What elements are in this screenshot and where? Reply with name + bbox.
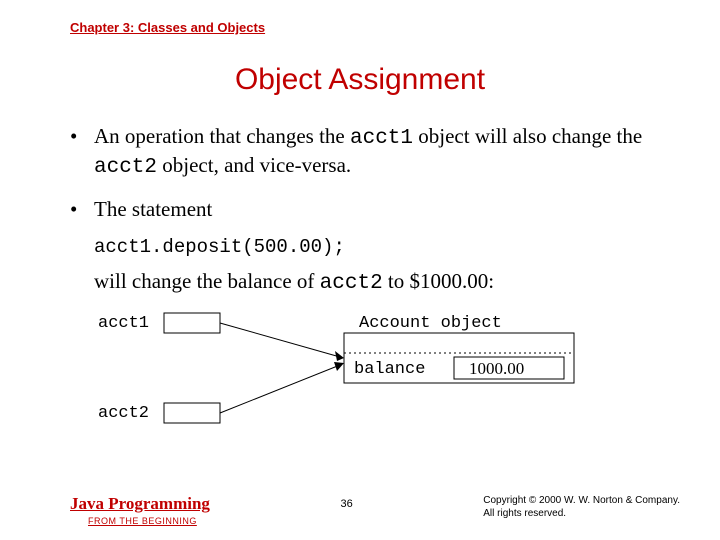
diagram-svg: acct1 acct2 Account object balance 1000.… xyxy=(94,307,614,437)
bullet1-pre: An operation that changes the xyxy=(94,124,350,148)
acct2-box xyxy=(164,403,220,423)
chapter-heading: Chapter 3: Classes and Objects xyxy=(70,20,650,35)
balance-label: balance xyxy=(354,360,425,379)
acct1-label: acct1 xyxy=(98,314,149,333)
acct1-box xyxy=(164,313,220,333)
arrow2-line xyxy=(220,365,340,413)
result-code: acct2 xyxy=(320,272,383,295)
arrow1-head xyxy=(335,351,344,361)
balance-value: 1000.00 xyxy=(469,359,524,378)
arrow2-head xyxy=(334,362,344,371)
footer-subtitle: FROM THE BEGINNING xyxy=(88,516,210,526)
result-post: to $1000.00: xyxy=(383,269,494,293)
diagram: acct1 acct2 Account object balance 1000.… xyxy=(94,307,650,442)
slide-title: Object Assignment xyxy=(70,63,650,97)
arrow1-line xyxy=(220,323,340,357)
bullet1-code1: acct1 xyxy=(350,127,413,150)
bullet1-mid: object will also change the xyxy=(413,124,642,148)
footer-title: Java Programming xyxy=(70,494,210,514)
bullet-1: An operation that changes the acct1 obje… xyxy=(70,123,650,182)
copyright: Copyright © 2000 W. W. Norton & Company.… xyxy=(483,494,680,520)
footer: Java Programming FROM THE BEGINNING 36 C… xyxy=(70,494,680,526)
account-object-label: Account object xyxy=(359,314,502,333)
code-line: acct1.deposit(500.00); xyxy=(94,236,650,260)
copyright-line2: All rights reserved. xyxy=(483,507,680,520)
bullet-2: The statement xyxy=(70,196,650,222)
page-number: 36 xyxy=(340,498,352,510)
bullet1-code2: acct2 xyxy=(94,156,157,179)
bullet1-post: object, and vice-versa. xyxy=(157,153,351,177)
result-line: will change the balance of acct2 to $100… xyxy=(94,268,650,297)
result-pre: will change the balance of xyxy=(94,269,320,293)
acct2-label: acct2 xyxy=(98,404,149,423)
copyright-line1: Copyright © 2000 W. W. Norton & Company. xyxy=(483,494,680,507)
footer-left: Java Programming FROM THE BEGINNING xyxy=(70,494,210,526)
